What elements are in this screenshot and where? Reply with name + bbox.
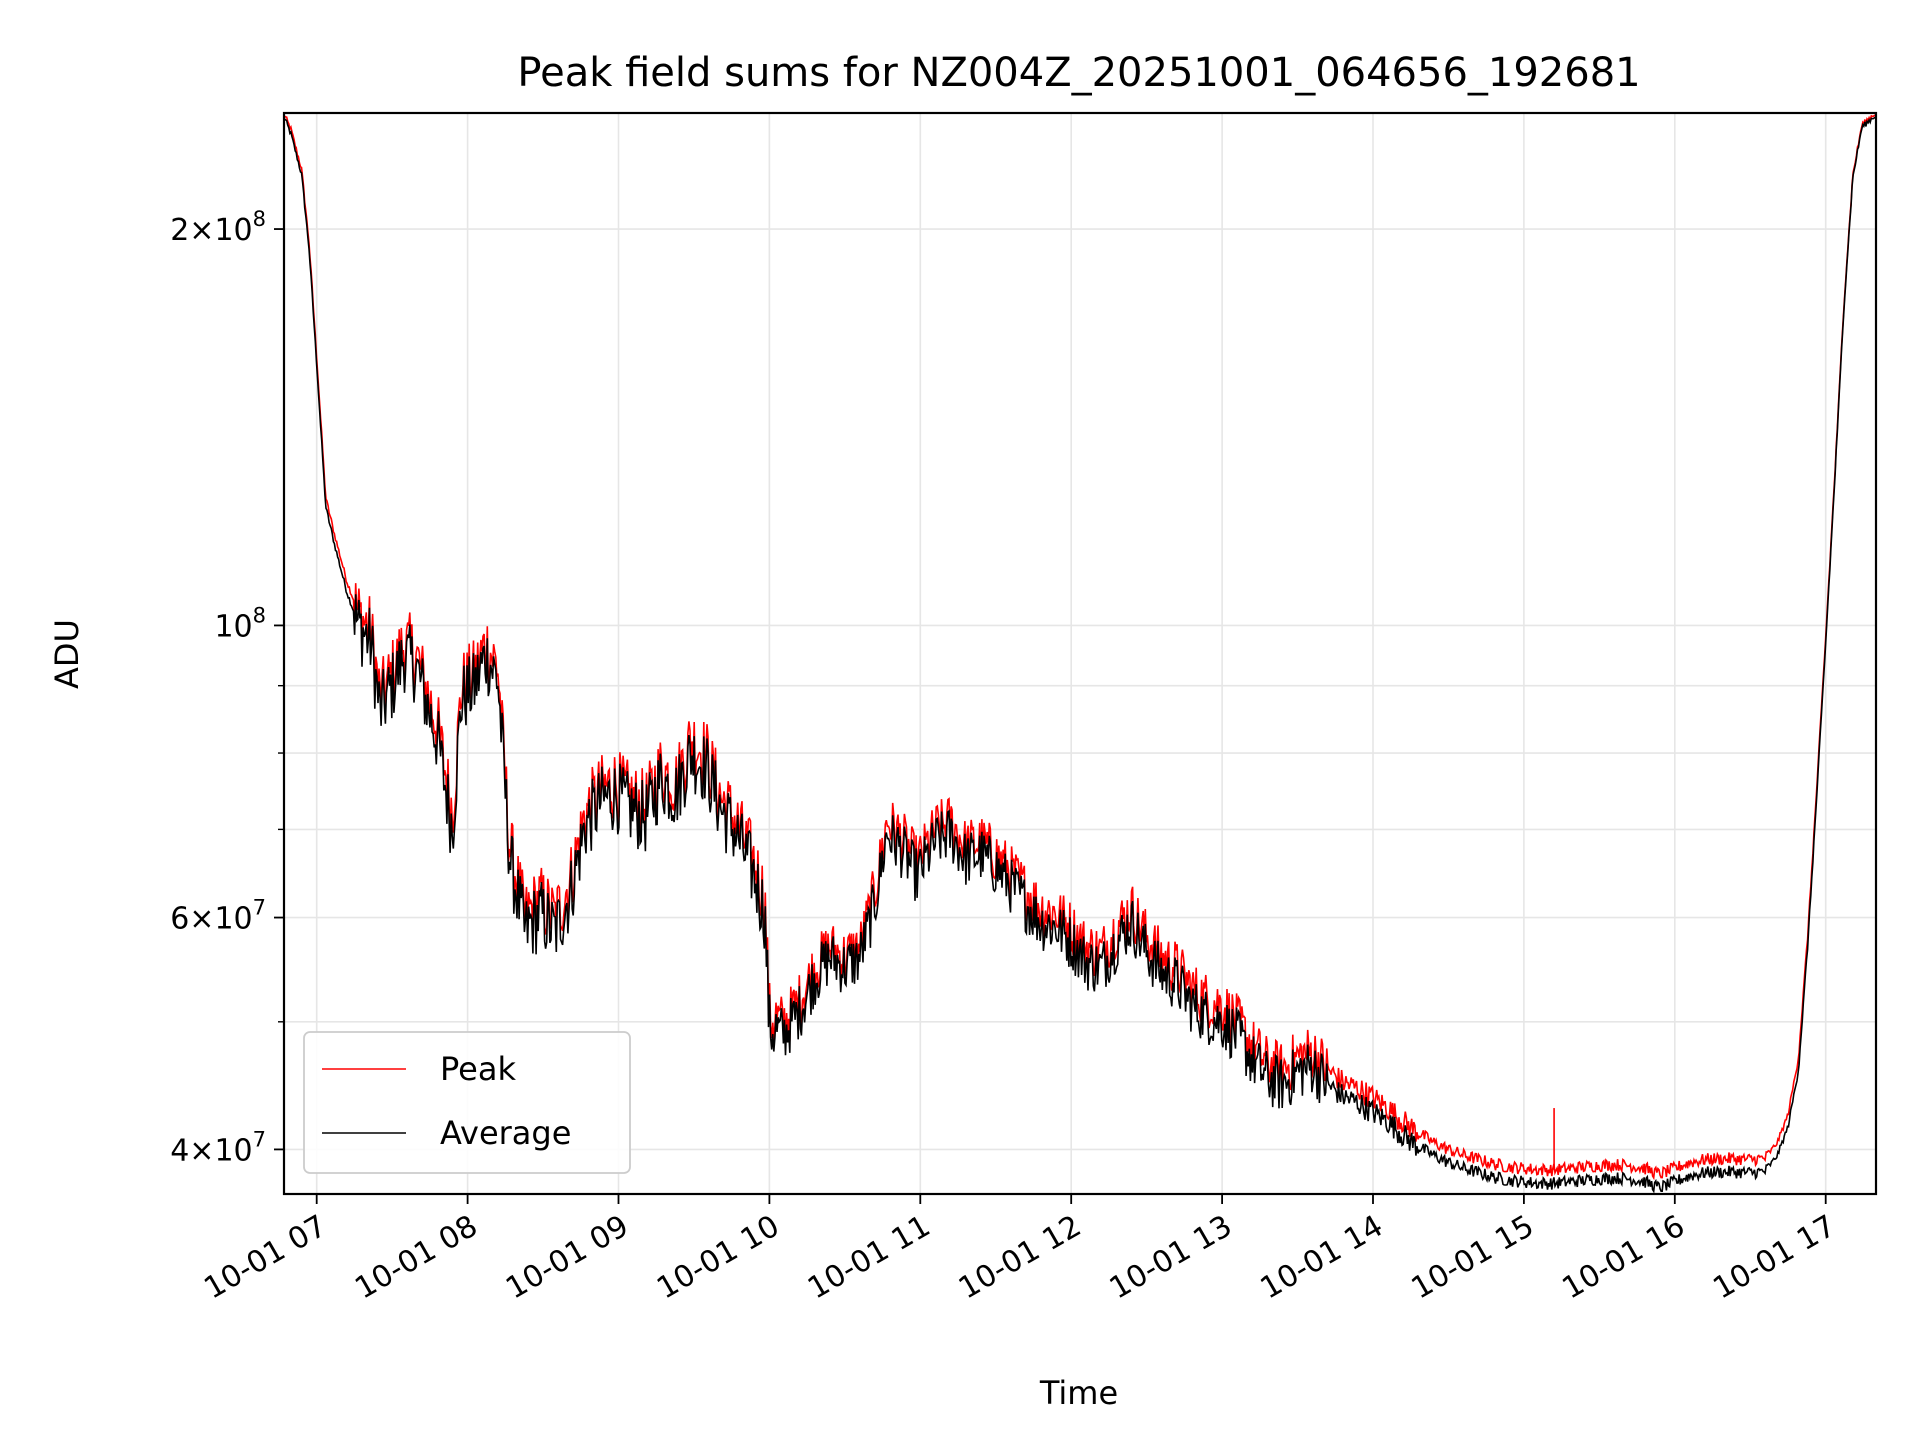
- y-tick-label-1: 6×107: [170, 896, 266, 937]
- legend-peak-label: Peak: [440, 1050, 516, 1088]
- series-line-peak: [284, 113, 1876, 1181]
- x-tick-label-10: 10-01 17: [1707, 1209, 1841, 1307]
- legend: Peak Average: [303, 1031, 631, 1174]
- x-tick-label-7: 10-01 14: [1255, 1209, 1389, 1307]
- x-tick-label-9: 10-01 16: [1556, 1209, 1690, 1307]
- x-tick-label-5: 10-01 12: [953, 1209, 1087, 1307]
- x-tick-label-0: 10-01 07: [198, 1209, 332, 1307]
- x-tick-label-3: 10-01 10: [651, 1209, 785, 1307]
- y-tick-label-0: 4×107: [170, 1127, 266, 1168]
- series-layer: [284, 113, 1876, 1194]
- x-axis: 10-01 07 10-01 08 10-01 09 10-01 10 10-01 11…: [198, 1194, 1842, 1307]
- x-tick-label-1: 10-01 08: [349, 1209, 483, 1307]
- x-tick-label-6: 10-01 13: [1104, 1209, 1238, 1307]
- x-tick-label-8: 10-01 15: [1406, 1209, 1540, 1307]
- chart-title: Peak field sums for NZ004Z_20251001_0646…: [517, 50, 1640, 96]
- y-axis-label: ADU: [48, 619, 86, 689]
- y-axis: 4×107 6×107 108 2×108: [170, 207, 284, 1168]
- y-tick-label-2: 108: [214, 603, 266, 644]
- x-tick-label-4: 10-01 11: [802, 1209, 936, 1307]
- x-tick-label-2: 10-01 09: [500, 1209, 634, 1307]
- series-line-average: [284, 114, 1876, 1194]
- y-tick-label-3: 2×108: [170, 207, 266, 248]
- x-axis-label: Time: [1039, 1374, 1118, 1412]
- plot-frame: [282, 111, 1878, 1196]
- legend-box: [303, 1031, 631, 1174]
- legend-average-label: Average: [440, 1114, 571, 1152]
